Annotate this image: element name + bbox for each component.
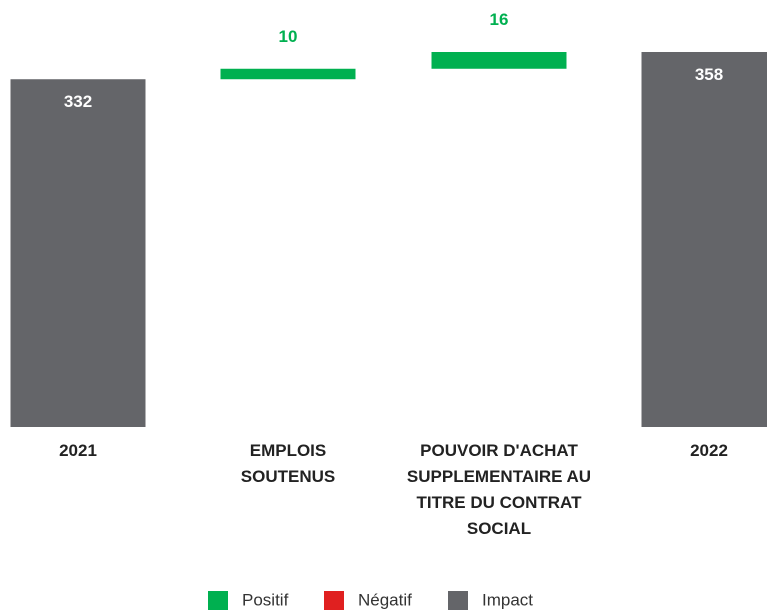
bar — [431, 52, 567, 69]
category-label: 2021 — [59, 441, 97, 460]
category-label: EMPLOIS SOUTENUS — [240, 441, 336, 486]
legend-label: Positif — [242, 590, 289, 609]
value-label: 332 — [64, 92, 92, 111]
bar — [641, 52, 767, 427]
value-label: 10 — [279, 27, 298, 46]
legend-label: Négatif — [358, 590, 412, 609]
category-label: POUVOIR D'ACHAT SUPPLEMENTAIRE AU TITRE … — [406, 441, 592, 538]
value-label: 16 — [490, 10, 509, 29]
legend-label: Impact — [482, 590, 533, 609]
category-label: 2022 — [690, 441, 728, 460]
legend-swatch — [324, 591, 344, 610]
legend-swatch — [448, 591, 468, 610]
value-label: 358 — [695, 65, 723, 84]
bar — [220, 68, 356, 80]
bar — [10, 79, 146, 428]
legend-swatch — [208, 591, 228, 610]
